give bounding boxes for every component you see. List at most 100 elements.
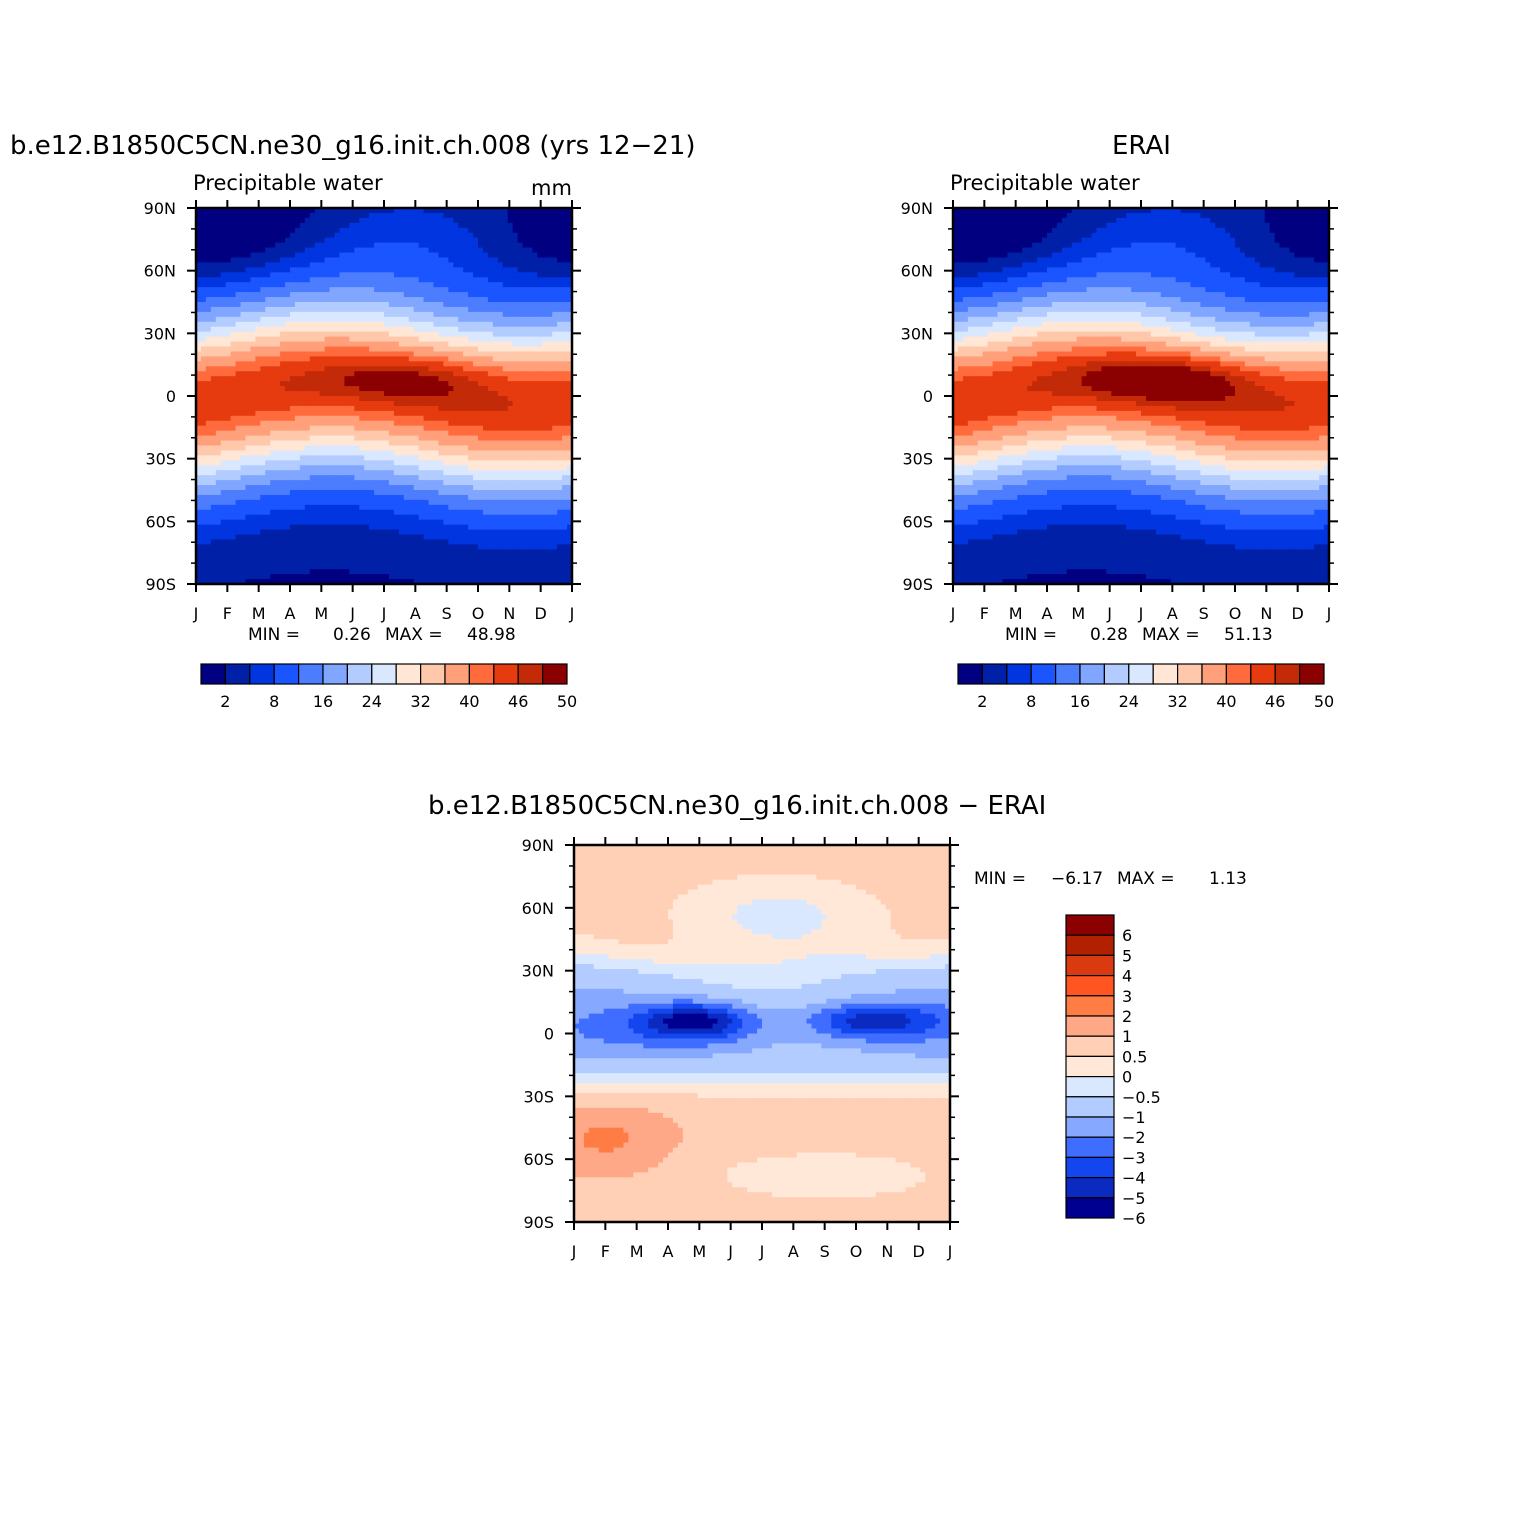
contour-cell bbox=[453, 470, 459, 476]
contour-cell bbox=[299, 445, 306, 452]
contour-cell bbox=[299, 311, 306, 318]
contour-cell bbox=[532, 465, 538, 471]
contour-cell bbox=[275, 386, 281, 392]
contour-cell bbox=[557, 465, 563, 471]
contour-cell bbox=[492, 356, 499, 362]
contour-cell bbox=[200, 306, 207, 313]
contour-cell bbox=[255, 504, 261, 511]
contour-cell bbox=[250, 232, 256, 239]
contour-cell bbox=[517, 331, 524, 338]
contour-cell bbox=[517, 361, 524, 367]
contour-cell bbox=[492, 232, 499, 239]
contour-cell bbox=[542, 267, 548, 273]
contour-cell bbox=[344, 470, 350, 476]
contour-cell bbox=[532, 336, 538, 343]
contour-cell bbox=[423, 267, 430, 273]
contour-cell bbox=[319, 306, 326, 313]
contour-cell bbox=[196, 361, 202, 367]
contour-cell bbox=[270, 465, 276, 471]
contour-cell bbox=[359, 302, 365, 308]
contour-cell bbox=[388, 396, 395, 402]
contour-cell bbox=[542, 445, 548, 452]
contour-cell bbox=[255, 386, 261, 392]
contour-cell bbox=[285, 470, 291, 476]
contour-cell bbox=[339, 381, 346, 387]
contour-cell bbox=[324, 247, 331, 254]
contour-cell bbox=[384, 381, 390, 387]
contour-cell bbox=[285, 316, 291, 323]
contour-cell bbox=[364, 415, 370, 422]
contour-cell bbox=[542, 212, 548, 219]
contour-cell bbox=[200, 391, 207, 397]
contour-cell bbox=[230, 410, 237, 417]
contour-cell bbox=[398, 386, 405, 392]
contour-cell bbox=[240, 475, 247, 481]
contour-cell bbox=[443, 321, 449, 328]
contour-cell bbox=[215, 415, 222, 422]
contour-cell bbox=[260, 222, 266, 229]
contour-cell bbox=[527, 465, 534, 471]
contour-cell bbox=[220, 257, 227, 264]
contour-cell bbox=[532, 460, 538, 466]
contour-cell bbox=[393, 524, 400, 531]
contour-cell bbox=[433, 277, 440, 283]
contour-cell bbox=[270, 460, 276, 466]
contour-cell bbox=[220, 272, 227, 278]
contour-cell bbox=[260, 262, 266, 268]
contour-cell bbox=[205, 212, 212, 219]
contour-cell bbox=[344, 425, 350, 432]
contour-cell bbox=[344, 524, 350, 531]
contour-cell bbox=[344, 341, 350, 348]
contour-cell bbox=[329, 381, 336, 387]
contour-cell bbox=[388, 509, 395, 516]
contour-cell bbox=[537, 391, 543, 397]
contour-cell bbox=[369, 490, 375, 496]
contour-cell bbox=[265, 455, 271, 461]
contour-cell bbox=[527, 490, 534, 496]
contour-cell bbox=[532, 208, 538, 214]
contour-cell bbox=[240, 435, 247, 442]
contour-cell bbox=[492, 386, 499, 392]
contour-cell bbox=[309, 435, 316, 442]
contour-cell bbox=[463, 212, 469, 219]
contour-cell bbox=[329, 420, 336, 427]
contour-cell bbox=[319, 509, 326, 516]
contour-cell bbox=[532, 391, 538, 397]
contour-cell bbox=[448, 440, 454, 447]
contour-cell bbox=[443, 326, 449, 333]
contour-cell bbox=[285, 430, 291, 437]
contour-cell bbox=[473, 341, 479, 348]
contour-cell bbox=[196, 336, 202, 343]
contour-cell bbox=[512, 470, 519, 476]
contour-cell bbox=[344, 435, 350, 442]
contour-cell bbox=[230, 297, 237, 303]
contour-cell bbox=[512, 420, 519, 427]
contour-cell bbox=[304, 475, 311, 481]
contour-cell bbox=[537, 361, 543, 367]
contour-cell bbox=[349, 425, 355, 432]
contour-cell bbox=[379, 297, 385, 303]
contour-cell bbox=[398, 222, 405, 229]
contour-cell bbox=[210, 391, 217, 397]
contour-cell bbox=[468, 217, 474, 224]
contour-cell bbox=[512, 465, 519, 471]
contour-cell bbox=[369, 396, 375, 402]
contour-cell bbox=[522, 232, 529, 239]
contour-cell bbox=[487, 346, 494, 353]
contour-cell bbox=[532, 396, 538, 402]
contour-cell bbox=[468, 237, 474, 244]
contour-cell bbox=[438, 272, 444, 278]
contour-cell bbox=[448, 306, 454, 313]
contour-cell bbox=[398, 272, 405, 278]
contour-cell bbox=[319, 351, 326, 358]
contour-cell bbox=[240, 272, 247, 278]
contour-cell bbox=[537, 460, 543, 466]
contour-cell bbox=[294, 440, 301, 447]
contour-cell bbox=[393, 331, 400, 338]
contour-cell bbox=[280, 445, 286, 452]
contour-cell bbox=[542, 208, 548, 214]
contour-cell bbox=[255, 465, 261, 471]
contour-cell bbox=[275, 440, 281, 447]
contour-cell bbox=[324, 222, 331, 229]
contour-cell bbox=[388, 386, 395, 392]
